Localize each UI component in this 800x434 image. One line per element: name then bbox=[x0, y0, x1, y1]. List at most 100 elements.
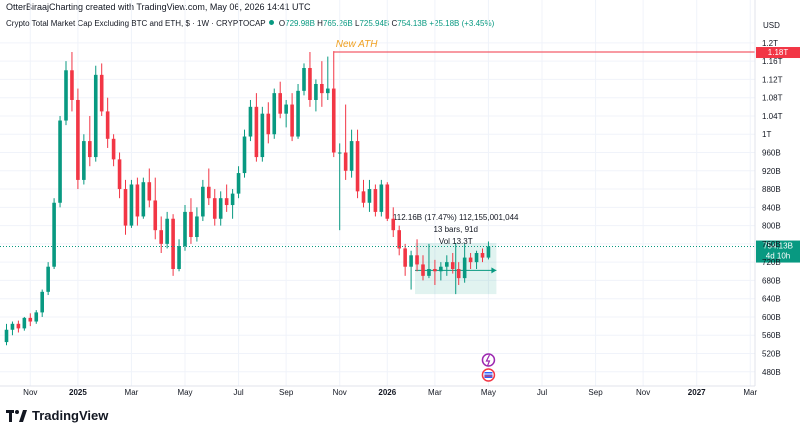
candle[interactable] bbox=[141, 177, 146, 219]
candle[interactable] bbox=[355, 129, 360, 199]
candle-body bbox=[16, 323, 21, 329]
candle-body bbox=[82, 141, 86, 180]
candle[interactable] bbox=[165, 211, 169, 249]
candle[interactable] bbox=[254, 93, 259, 162]
candle[interactable] bbox=[433, 259, 437, 285]
candle[interactable] bbox=[331, 51, 336, 158]
candle[interactable] bbox=[379, 179, 384, 217]
candle[interactable] bbox=[70, 52, 74, 112]
tradingview-brand[interactable]: TradingView bbox=[6, 408, 108, 423]
candle[interactable] bbox=[284, 99, 288, 128]
candle-body bbox=[343, 152, 348, 171]
candle[interactable] bbox=[468, 253, 473, 269]
candle[interactable] bbox=[195, 207, 199, 242]
candle[interactable] bbox=[207, 168, 211, 206]
candle[interactable] bbox=[290, 93, 294, 142]
candle[interactable] bbox=[296, 83, 300, 139]
candle[interactable] bbox=[450, 253, 455, 274]
time-tick-label: Nov bbox=[333, 388, 347, 397]
candle[interactable] bbox=[439, 262, 443, 281]
candle[interactable] bbox=[76, 88, 80, 190]
candle[interactable] bbox=[314, 79, 318, 112]
candle[interactable] bbox=[415, 239, 419, 272]
candle[interactable] bbox=[397, 225, 401, 256]
candle[interactable] bbox=[129, 179, 134, 228]
candle-body bbox=[236, 173, 241, 194]
candle[interactable] bbox=[46, 262, 50, 296]
candle[interactable] bbox=[16, 320, 21, 333]
candle[interactable] bbox=[147, 168, 152, 208]
candle[interactable] bbox=[248, 99, 253, 142]
candle[interactable] bbox=[230, 189, 235, 219]
candle[interactable] bbox=[123, 179, 128, 235]
candle[interactable] bbox=[88, 115, 92, 167]
candle[interactable] bbox=[10, 321, 15, 336]
candle[interactable] bbox=[93, 65, 98, 162]
candle[interactable] bbox=[326, 56, 330, 100]
candle[interactable] bbox=[218, 191, 223, 226]
candle[interactable] bbox=[266, 102, 271, 144]
candle[interactable] bbox=[349, 129, 354, 178]
candle[interactable] bbox=[117, 152, 122, 199]
candle[interactable] bbox=[486, 241, 491, 260]
candle[interactable] bbox=[82, 134, 86, 185]
candle-body bbox=[260, 113, 265, 158]
candle[interactable] bbox=[153, 177, 158, 240]
candle[interactable] bbox=[212, 189, 217, 226]
candle[interactable] bbox=[99, 63, 104, 116]
candle[interactable] bbox=[320, 61, 324, 107]
candle-body bbox=[468, 257, 473, 263]
candle[interactable] bbox=[427, 243, 431, 279]
lightning-event-icon[interactable] bbox=[481, 353, 496, 367]
candle[interactable] bbox=[183, 205, 187, 251]
candle[interactable] bbox=[242, 129, 247, 178]
candle-body bbox=[486, 246, 491, 258]
candle[interactable] bbox=[361, 179, 366, 208]
candle-body bbox=[159, 230, 163, 244]
candle[interactable] bbox=[22, 316, 27, 331]
candle[interactable] bbox=[189, 198, 193, 244]
candle[interactable] bbox=[159, 216, 163, 254]
candle[interactable] bbox=[58, 115, 62, 208]
candle[interactable] bbox=[308, 52, 312, 107]
candle[interactable] bbox=[171, 214, 175, 276]
candle[interactable] bbox=[337, 143, 342, 231]
candle[interactable] bbox=[373, 184, 378, 217]
candle[interactable] bbox=[34, 310, 39, 324]
candle[interactable] bbox=[272, 88, 277, 139]
candle[interactable] bbox=[4, 323, 9, 346]
candle[interactable] bbox=[177, 239, 181, 272]
candle[interactable] bbox=[105, 97, 110, 148]
candle[interactable] bbox=[302, 63, 306, 96]
candle[interactable] bbox=[462, 243, 467, 283]
candle[interactable] bbox=[278, 81, 282, 119]
candle[interactable] bbox=[421, 255, 425, 281]
candle-body bbox=[93, 74, 98, 158]
candle[interactable] bbox=[135, 177, 140, 226]
candle[interactable] bbox=[456, 262, 461, 285]
candle[interactable] bbox=[409, 250, 413, 290]
candle[interactable] bbox=[385, 182, 390, 222]
candle[interactable] bbox=[367, 179, 372, 212]
candle[interactable] bbox=[111, 134, 116, 167]
candle[interactable] bbox=[480, 248, 485, 263]
candle[interactable] bbox=[474, 250, 479, 269]
candle[interactable] bbox=[52, 198, 56, 269]
candle-body bbox=[52, 202, 56, 267]
price-tick-label: 480B bbox=[762, 368, 781, 377]
candle[interactable] bbox=[28, 313, 33, 327]
candle[interactable] bbox=[201, 179, 205, 222]
candle[interactable] bbox=[260, 106, 265, 162]
candle[interactable] bbox=[403, 243, 407, 276]
candle-body bbox=[248, 106, 253, 137]
candle[interactable] bbox=[391, 207, 396, 238]
candle[interactable] bbox=[445, 255, 449, 276]
candle[interactable] bbox=[40, 289, 44, 317]
close-value: 754.13B bbox=[397, 19, 428, 28]
candle[interactable] bbox=[236, 166, 241, 199]
candle[interactable] bbox=[343, 104, 348, 180]
candle[interactable] bbox=[224, 184, 229, 212]
currency-label[interactable]: USD bbox=[763, 21, 780, 30]
candle[interactable] bbox=[64, 61, 68, 126]
